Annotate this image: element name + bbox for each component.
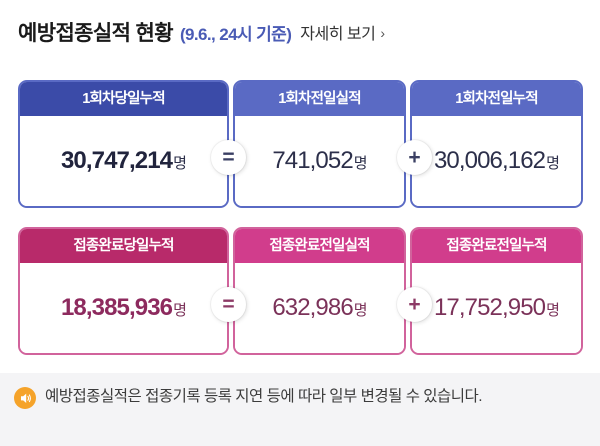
card-value: 17,752,950명 (433, 294, 560, 321)
card-value: 30,747,214명 (60, 147, 187, 174)
equals-operator-icon: = (211, 287, 246, 322)
first-dose-row: 1회차당일누적 30,747,214명 1회차전일실적 741,052명 1회차… (18, 80, 583, 208)
value-unit: 명 (353, 302, 368, 319)
card-complete-cumulative-today[interactable]: 접종완료당일누적 18,385,936명 (18, 227, 229, 355)
card-header-label: 접종완료당일누적 (20, 229, 227, 263)
card-complete-previous-cumulative[interactable]: 접종완료전일누적 17,752,950명 (410, 227, 583, 355)
card-value: 30,006,162명 (433, 147, 560, 174)
card-value: 632,986명 (272, 294, 368, 321)
card-header-label: 1회차전일실적 (235, 82, 404, 116)
fully-vaccinated-row: 접종완료당일누적 18,385,936명 접종완료전일실적 632,986명 접… (18, 227, 583, 355)
card-first-dose-cumulative-today[interactable]: 1회차당일누적 30,747,214명 (18, 80, 229, 208)
card-complete-previous-day[interactable]: 접종완료전일실적 632,986명 (233, 227, 406, 355)
value-unit: 명 (546, 302, 560, 319)
notice-text: 예방접종실적은 접종기록 등록 지연 등에 따라 일부 변경될 수 있습니다. (45, 388, 483, 405)
value-unit: 명 (173, 302, 187, 319)
plus-operator-icon: + (397, 140, 432, 175)
chevron-right-icon: › (380, 25, 385, 41)
equals-operator-icon: = (211, 140, 246, 175)
reference-date: (9.6., 24시 기준) (180, 24, 292, 44)
view-details-label: 자세히 보기 (300, 26, 376, 43)
card-first-dose-previous-day[interactable]: 1회차전일실적 741,052명 (233, 80, 406, 208)
page-title: 예방접종실적 현황 (18, 22, 174, 45)
footer-notice: 예방접종실적은 접종기록 등록 지연 등에 따라 일부 변경될 수 있습니다. (0, 373, 600, 446)
value-unit: 명 (546, 155, 560, 172)
card-header-label: 접종완료전일실적 (235, 229, 404, 263)
card-header-label: 1회차당일누적 (20, 82, 227, 116)
plus-operator-icon: + (397, 287, 432, 322)
card-value: 741,052명 (272, 147, 368, 174)
card-header-label: 접종완료전일누적 (412, 229, 581, 263)
card-value: 18,385,936명 (60, 294, 187, 321)
card-header-label: 1회차전일누적 (412, 82, 581, 116)
speaker-icon (14, 387, 36, 409)
value-unit: 명 (353, 155, 368, 172)
view-details-link[interactable]: 자세히 보기 › (300, 20, 385, 44)
value-unit: 명 (173, 155, 187, 172)
card-first-dose-previous-cumulative[interactable]: 1회차전일누적 30,006,162명 (410, 80, 583, 208)
panel-header: 예방접종실적 현황 (9.6., 24시 기준) 자세히 보기 › (0, 0, 600, 64)
